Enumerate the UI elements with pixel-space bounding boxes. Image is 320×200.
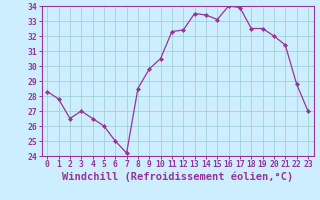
X-axis label: Windchill (Refroidissement éolien,°C): Windchill (Refroidissement éolien,°C) bbox=[62, 172, 293, 182]
